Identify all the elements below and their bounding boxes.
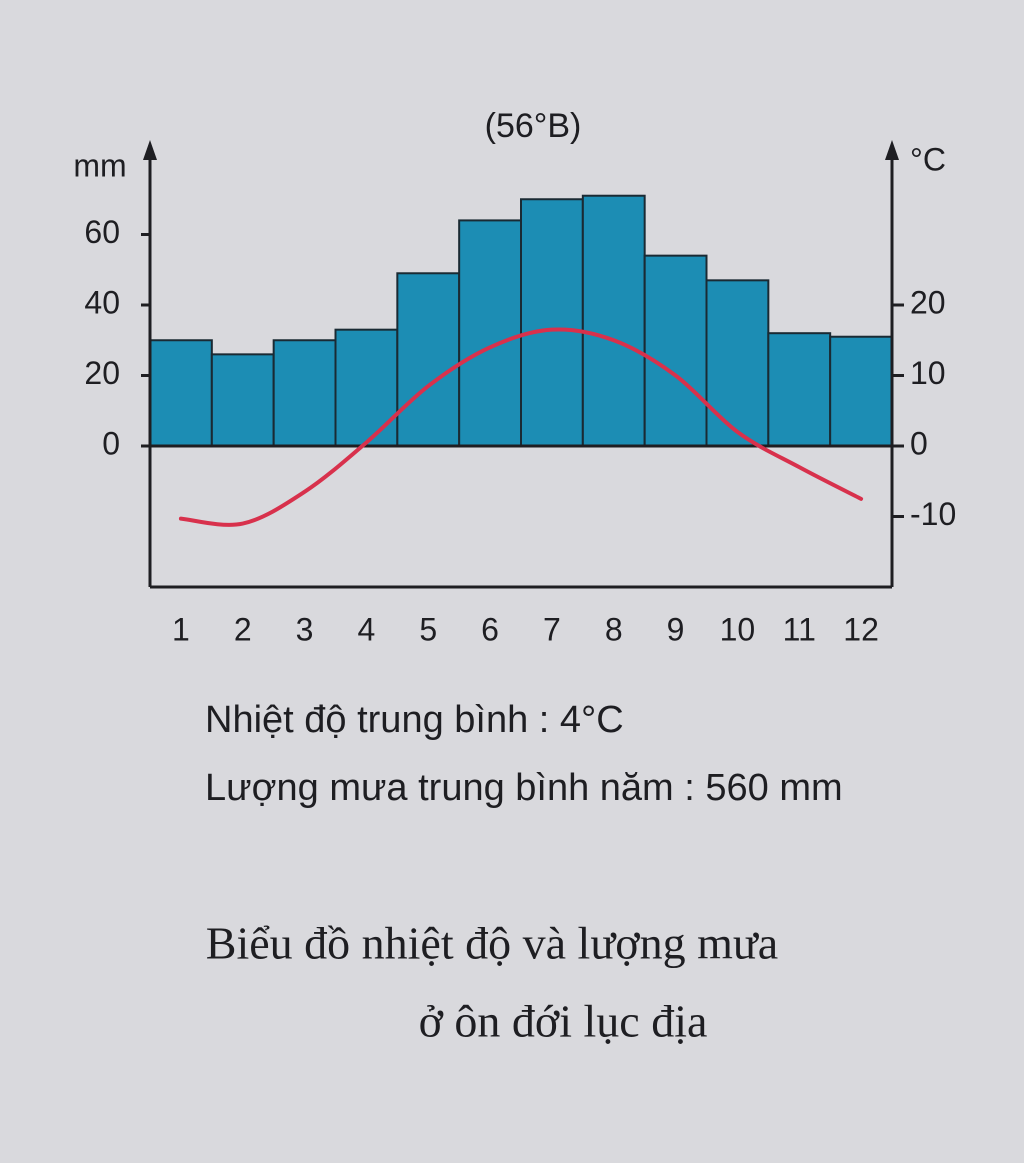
x-tick-label: 6 bbox=[481, 611, 499, 647]
y-tick-label: 60 bbox=[84, 214, 120, 250]
x-tick-label: 4 bbox=[358, 611, 376, 647]
y-tick-label: 40 bbox=[84, 284, 120, 320]
x-tick-label: 2 bbox=[234, 611, 252, 647]
y-axis-label: mm bbox=[73, 147, 126, 183]
x-tick-label: 9 bbox=[667, 611, 685, 647]
temperature-line bbox=[178, 327, 864, 527]
bar bbox=[643, 254, 708, 447]
x-tick-label: 8 bbox=[605, 611, 623, 647]
bar bbox=[149, 339, 213, 447]
y2-tick-label: 10 bbox=[910, 355, 946, 391]
note: Nhiệt độ trung bình : 4°C bbox=[205, 699, 624, 741]
y2-axis-label: °C bbox=[910, 141, 946, 177]
x-tick-label: 3 bbox=[296, 611, 314, 647]
y-tick-label: 20 bbox=[84, 355, 120, 391]
bar bbox=[272, 339, 337, 447]
y2-tick-label: 20 bbox=[910, 284, 946, 320]
x-tick-label: 5 bbox=[419, 611, 437, 647]
axis-arrow bbox=[143, 140, 157, 160]
y2-tick-label: -10 bbox=[910, 496, 956, 532]
bar bbox=[705, 279, 770, 448]
bar bbox=[520, 198, 584, 447]
y-tick-label: 0 bbox=[102, 425, 120, 461]
axis-arrow bbox=[885, 140, 899, 160]
x-tick-label: 1 bbox=[172, 611, 190, 647]
x-tick-label: 7 bbox=[543, 611, 561, 647]
x-tick-label: 10 bbox=[720, 611, 756, 647]
bar bbox=[458, 219, 522, 447]
bar bbox=[334, 328, 399, 447]
caption: ở ôn đới lục địa bbox=[419, 996, 708, 1047]
caption: Biểu đồ nhiệt độ và lượng mưa bbox=[206, 918, 778, 969]
y2-tick-label: 0 bbox=[910, 425, 928, 461]
note: Lượng mưa trung bình năm : 560 mm bbox=[205, 767, 843, 809]
x-tick-label: 11 bbox=[783, 611, 816, 647]
x-tick-label: 12 bbox=[843, 611, 879, 647]
bar bbox=[210, 353, 275, 448]
bar bbox=[581, 194, 646, 447]
chart-title: (56°B) bbox=[485, 107, 582, 145]
bar bbox=[396, 272, 461, 447]
bar bbox=[767, 332, 832, 448]
bar bbox=[829, 335, 894, 448]
